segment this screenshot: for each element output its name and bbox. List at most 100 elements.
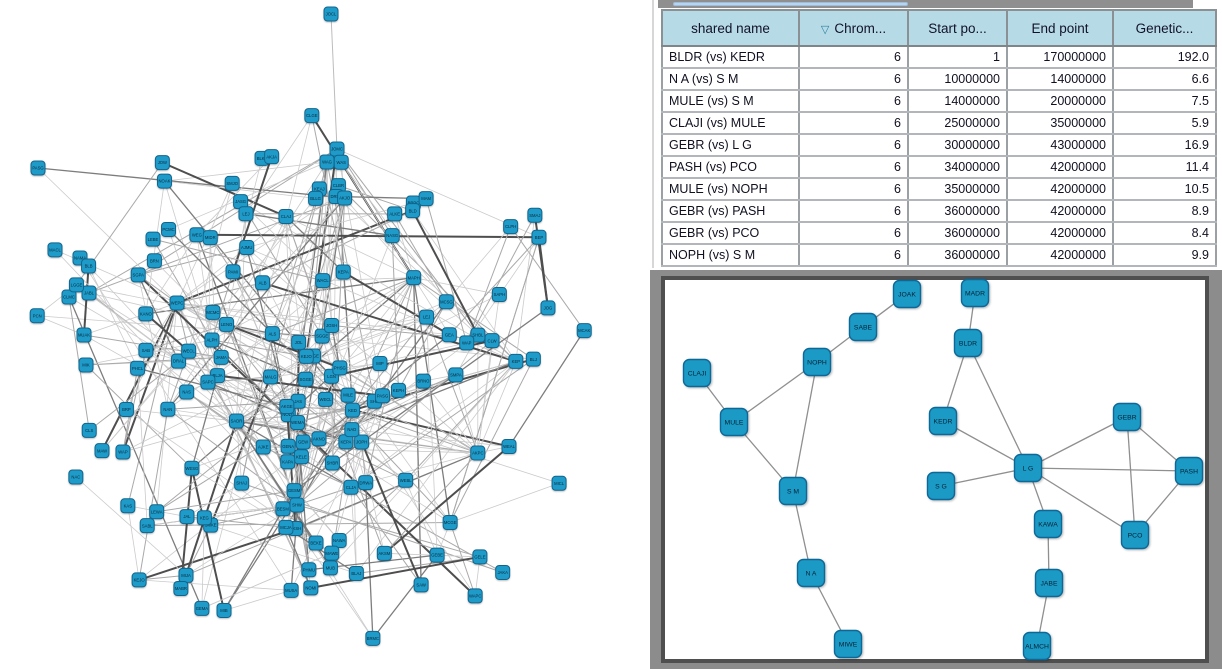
node-GEBR[interactable]: GEBR — [1112, 402, 1142, 432]
node[interactable]: AJMU — [239, 240, 255, 256]
node[interactable]: SABL — [139, 518, 155, 534]
node[interactable]: AKJA — [264, 149, 280, 165]
table-row[interactable]: GEBR (vs) PASH 6 36000000 42000000 8.9 — [661, 199, 1217, 223]
edge[interactable] — [533, 215, 549, 309]
column-header-start-po-[interactable]: Start po... — [907, 9, 1008, 47]
node[interactable]: WEMA — [290, 415, 306, 431]
edge[interactable] — [101, 198, 316, 451]
node[interactable]: JOW — [154, 155, 170, 171]
node[interactable]: GEW — [295, 434, 311, 450]
node[interactable]: SHBR — [324, 455, 340, 471]
edge[interactable] — [313, 316, 427, 357]
node[interactable]: ALS — [264, 326, 280, 342]
node[interactable]: MUAK — [76, 327, 92, 343]
node[interactable]: JOL — [291, 334, 307, 350]
node[interactable]: WAS — [333, 154, 349, 170]
node[interactable]: CLS — [81, 422, 97, 438]
edge[interactable] — [156, 422, 298, 513]
edge[interactable] — [88, 265, 138, 369]
edge[interactable] — [88, 292, 451, 523]
edge[interactable] — [138, 527, 296, 581]
edge[interactable] — [211, 271, 234, 341]
node[interactable]: KEPA — [335, 264, 351, 280]
table-row[interactable]: NOPH (vs) S M 6 36000000 42000000 9.9 — [661, 243, 1217, 267]
horizontal-scrollbar[interactable] — [658, 0, 1193, 8]
edge[interactable] — [318, 334, 450, 440]
node[interactable]: LEJ — [419, 309, 435, 325]
node[interactable]: DRAL — [171, 353, 187, 369]
edge[interactable] — [246, 202, 414, 248]
node[interactable]: CLAJ — [278, 209, 294, 225]
node[interactable]: PCMC — [161, 221, 177, 237]
node[interactable]: MALG — [263, 369, 279, 385]
subnetwork-panel[interactable]: JOAK SABE NOPH CLAJI MULE S M N A MIWE MADR BLDR K… — [650, 270, 1222, 669]
edge[interactable] — [270, 316, 427, 378]
node-CLAJI[interactable]: CLAJI — [682, 358, 712, 388]
edge[interactable] — [139, 574, 187, 581]
edge[interactable] — [350, 358, 534, 488]
node-SABE[interactable]: SABE — [848, 312, 878, 342]
edge[interactable] — [178, 360, 264, 448]
node[interactable]: MIJA — [178, 567, 194, 583]
table-row[interactable]: MULE (vs) S M 6 14000000 20000000 7.5 — [661, 89, 1217, 113]
node[interactable]: ALKE — [387, 206, 403, 222]
edge[interactable] — [398, 301, 447, 391]
edge[interactable] — [191, 409, 353, 469]
node-MIWE[interactable]: MIWE — [833, 629, 863, 659]
node[interactable]: BEP — [531, 229, 547, 245]
edge[interactable] — [425, 198, 468, 344]
node[interactable]: JABL — [81, 285, 97, 301]
node[interactable]: WECL — [181, 343, 197, 359]
edge[interactable] — [331, 376, 333, 464]
filter-funnel-icon[interactable]: ▽ — [820, 23, 830, 36]
table-row[interactable]: N A (vs) S M 6 10000000 14000000 6.6 — [661, 67, 1217, 91]
node[interactable]: KANO — [138, 306, 154, 322]
node[interactable]: AJKE — [255, 439, 271, 455]
node[interactable]: PHMU — [301, 562, 317, 578]
node[interactable]: MIK — [78, 357, 94, 373]
node[interactable]: NAWA — [331, 532, 347, 548]
edge[interactable] — [310, 555, 481, 589]
node[interactable]: MAPH — [406, 270, 422, 286]
edge[interactable] — [226, 324, 298, 506]
node[interactable]: MUB — [322, 560, 338, 576]
edge[interactable] — [88, 360, 179, 431]
node[interactable]: GESM — [286, 483, 302, 499]
column-header-end-point[interactable]: End point — [1006, 9, 1114, 47]
edge[interactable] — [176, 302, 332, 326]
node[interactable]: LGGE — [68, 277, 84, 293]
edge[interactable] — [186, 482, 242, 517]
edge[interactable] — [122, 406, 287, 453]
edge[interactable] — [322, 277, 414, 281]
edge[interactable] — [240, 201, 323, 337]
edge[interactable] — [360, 441, 423, 586]
node[interactable]: SMAJ — [527, 207, 543, 223]
node[interactable]: MIP — [372, 356, 388, 372]
edge[interactable] — [126, 409, 237, 422]
node[interactable]: KAPA — [280, 454, 296, 470]
node[interactable]: LEWA — [149, 504, 165, 520]
node-PASH[interactable]: PASH — [1174, 456, 1204, 486]
edge[interactable] — [293, 395, 383, 491]
node-MULE[interactable]: MULE — [719, 407, 749, 437]
node[interactable]: KEJO — [298, 348, 314, 364]
node[interactable]: SAPH — [491, 287, 507, 303]
node[interactable]: MABR — [173, 580, 189, 596]
node-ALMCH[interactable]: ALMCH — [1022, 631, 1052, 661]
edge[interactable] — [331, 277, 414, 326]
edge[interactable] — [339, 235, 393, 368]
edge[interactable] — [466, 215, 536, 344]
node[interactable]: SHBL — [470, 327, 486, 343]
node[interactable]: SGGE — [298, 371, 314, 387]
node[interactable]: JOMC — [329, 141, 345, 157]
node[interactable]: SGGE — [314, 328, 330, 344]
node[interactable]: JAMA — [213, 349, 229, 365]
node[interactable]: WAG — [319, 154, 335, 170]
node[interactable]: MACL — [47, 242, 63, 258]
node[interactable]: JOG — [540, 300, 556, 316]
column-header-shared-name[interactable]: shared name — [661, 9, 800, 47]
edge[interactable] — [88, 148, 338, 294]
edge[interactable] — [178, 360, 299, 402]
edge[interactable] — [383, 452, 479, 554]
edge[interactable] — [139, 579, 292, 591]
